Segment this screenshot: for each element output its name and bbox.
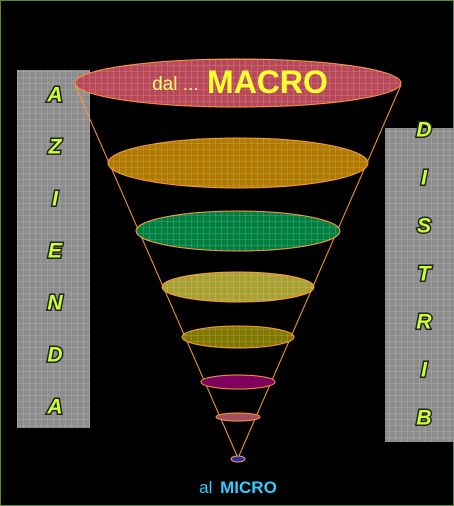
panel-letter: Z [48,136,63,159]
panel-letter: B [416,407,431,430]
layer [230,455,246,463]
layer-grid [108,138,368,188]
panel-letter: N [47,292,63,315]
funnel-layers [74,58,402,463]
panel-letter: I [421,167,428,190]
left-panel [17,70,90,428]
layer-grid [162,272,314,302]
funnel-edge [74,84,239,459]
top-emphasis: MACRO [207,64,328,100]
panel-letter: I [421,359,428,382]
right-panel [385,128,454,442]
panel-letter: D [47,344,62,367]
top-label: dal ... MACRO [152,64,328,100]
panel-letter: A [46,84,62,107]
funnel-edge [237,84,402,459]
panel-letter: I [52,188,59,211]
layer [200,374,276,390]
bottom-prefix: al [199,478,212,497]
layer-grid [182,326,294,348]
layer-grid [136,211,340,251]
layer [215,412,261,422]
bottom-label: al MICRO [199,478,277,497]
panel-letter: D [416,119,431,142]
panel-letter: E [48,240,63,263]
bottom-emphasis: MICRO [220,478,277,497]
top-layer-grid [75,59,401,107]
panel-letter: A [46,396,62,419]
panel-letter: T [418,263,433,286]
panel-letter: R [416,311,432,334]
panel-letter: S [417,215,431,238]
top-prefix: dal ... [152,74,198,95]
